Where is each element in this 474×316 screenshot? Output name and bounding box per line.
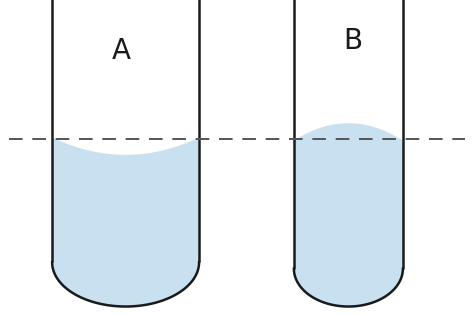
Text: B: B (344, 27, 363, 55)
Text: A: A (111, 37, 130, 64)
Polygon shape (52, 137, 199, 307)
Polygon shape (294, 123, 403, 307)
